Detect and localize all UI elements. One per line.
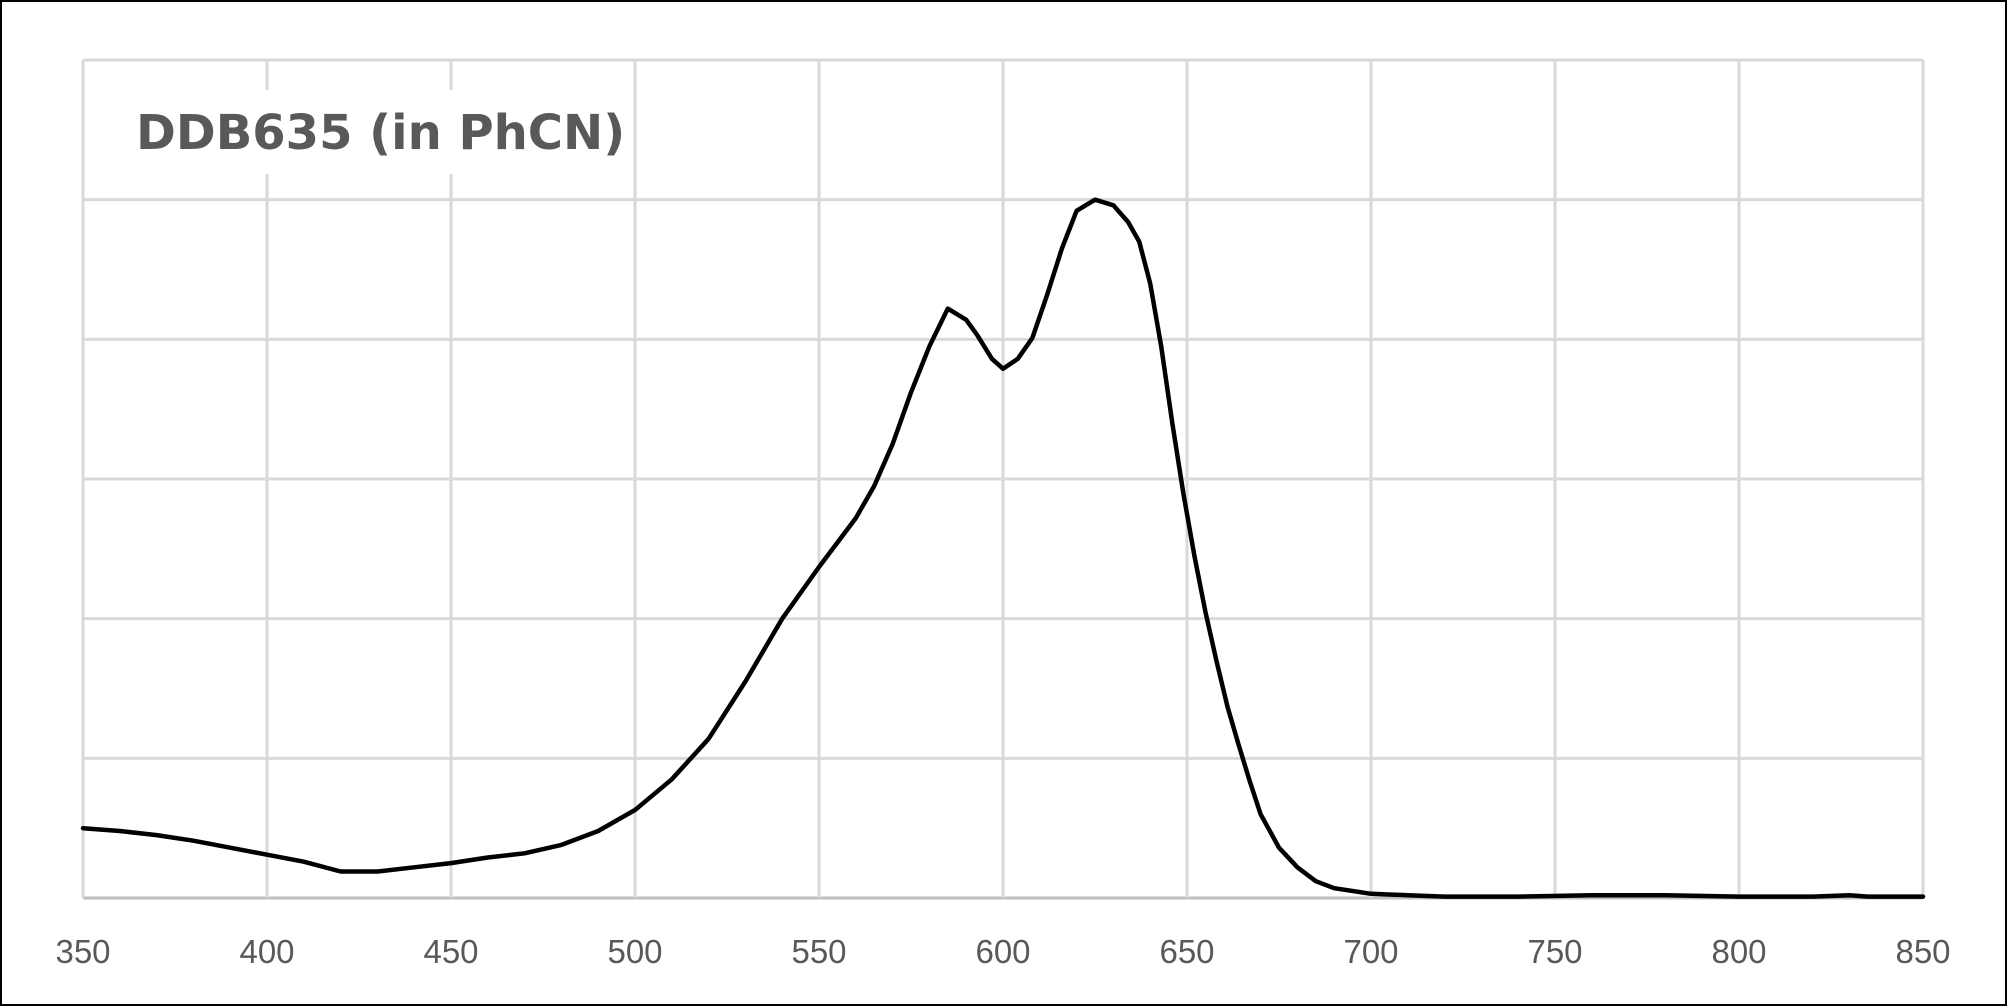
x-tick-label: 550 — [791, 933, 846, 970]
grid-layer — [81, 58, 1925, 900]
x-tick-label: 750 — [1527, 933, 1582, 970]
x-tick-label: 600 — [975, 933, 1030, 970]
series-layer — [80, 197, 1926, 899]
x-tick-label: 700 — [1343, 933, 1398, 970]
chart-title-background — [120, 90, 620, 174]
x-tick-label: 850 — [1895, 933, 1950, 970]
x-tick-label: 500 — [607, 933, 662, 970]
spectrum-series-line — [80, 197, 1926, 899]
x-tick-label: 650 — [1159, 933, 1214, 970]
x-tick-label: 400 — [239, 933, 294, 970]
x-tick-label: 450 — [423, 933, 478, 970]
x-tick-label: 350 — [55, 933, 110, 970]
x-tick-label: 800 — [1711, 933, 1766, 970]
chart-title: DDB635 (in PhCN) — [136, 105, 625, 161]
x-tick-labels: 350 400 450 500 550 600 650 700 750 800 850 — [55, 933, 1950, 970]
